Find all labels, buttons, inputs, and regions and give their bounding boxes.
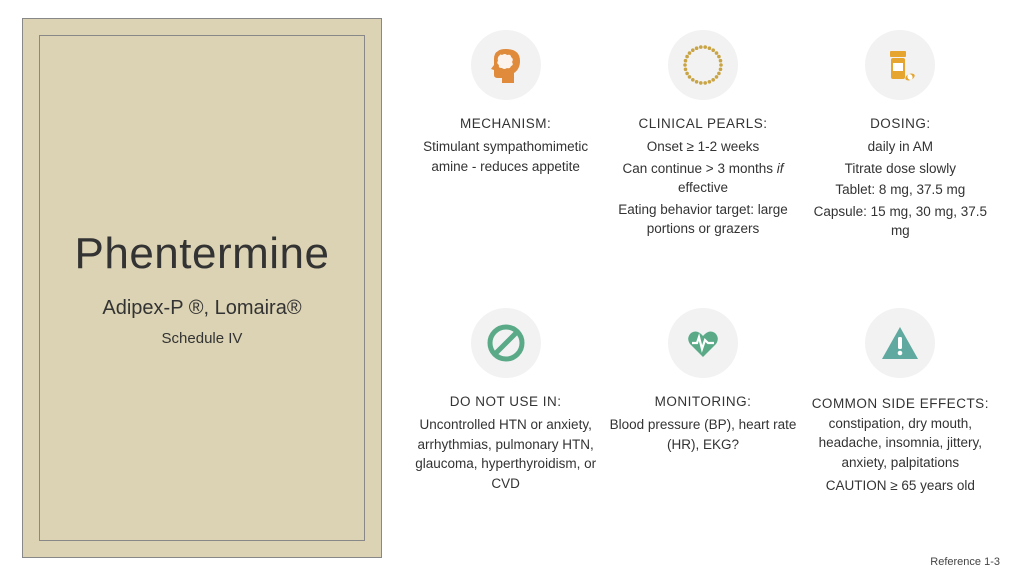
dosing-title: DOSING: [870,116,931,131]
do-not-use-body: Uncontrolled HTN or anxiety, arrhythmias… [412,415,599,495]
block-dosing: DOSING: daily in AM Titrate dose slowly … [807,30,994,288]
info-grid: MECHANISM: Stimulant sympathomimetic ami… [382,0,1024,576]
left-panel: Phentermine Adipex-P ®, Lomaira® Schedul… [22,18,382,558]
reference-text: Reference 1-3 [930,556,1000,568]
block-monitoring: MONITORING: Blood pressure (BP), heart r… [609,308,796,566]
side-effects-main: COMMON SIDE EFFECTS: constipation, dry m… [807,394,994,472]
monitoring-title: MONITORING: [655,394,752,409]
block-mechanism: MECHANISM: Stimulant sympathomimetic ami… [412,30,599,288]
monitoring-body: Blood pressure (BP), heart rate (HR), EK… [609,415,796,456]
block-clinical-pearls: CLINICAL PEARLS: Onset ≥ 1-2 weeks Can c… [609,30,796,288]
brand-names: Adipex-P ®, Lomaira® [102,297,301,320]
mechanism-body: Stimulant sympathomimetic amine - reduce… [412,137,599,178]
drug-name: Phentermine [75,229,330,279]
pearls-line-2: Can continue > 3 months if effective [609,159,796,198]
no-symbol-icon [471,308,541,378]
clinical-pearls-body: Onset ≥ 1-2 weeks Can continue > 3 month… [609,137,796,241]
pill-bottle-icon [865,30,935,100]
do-not-use-title: DO NOT USE IN: [450,394,562,409]
left-inner-frame: Phentermine Adipex-P ®, Lomaira® Schedul… [39,35,365,541]
warning-icon [865,308,935,378]
block-do-not-use: DO NOT USE IN: Uncontrolled HTN or anxie… [412,308,599,566]
dotted-circle-icon [668,30,738,100]
side-effects-body: COMMON SIDE EFFECTS: constipation, dry m… [807,394,994,498]
block-side-effects: COMMON SIDE EFFECTS: constipation, dry m… [807,308,994,566]
brain-head-icon [471,30,541,100]
heart-monitor-icon [668,308,738,378]
dosing-body: daily in AM Titrate dose slowly Tablet: … [807,137,994,243]
schedule-label: Schedule IV [162,330,243,347]
mechanism-title: MECHANISM: [460,116,551,131]
clinical-pearls-title: CLINICAL PEARLS: [638,116,767,131]
